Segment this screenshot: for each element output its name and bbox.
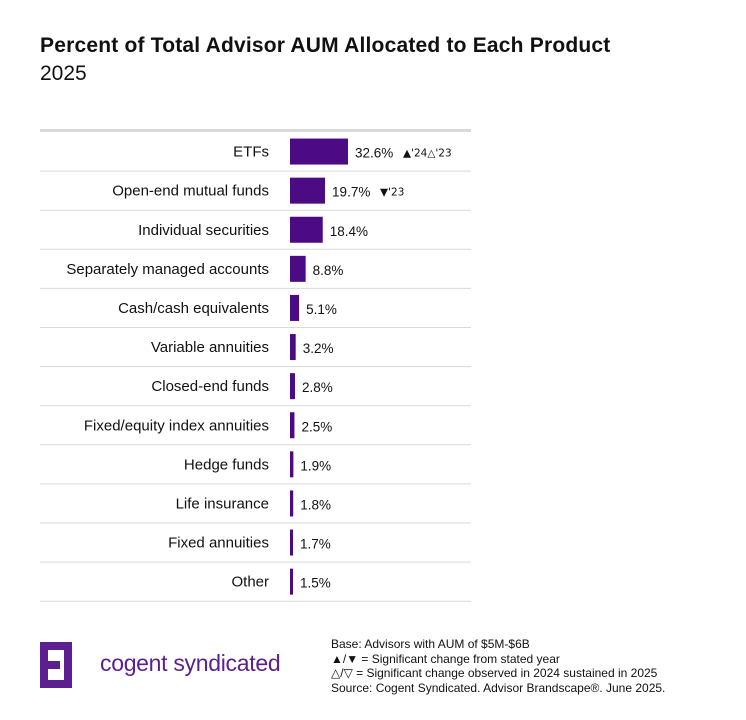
significance-label: ▲'24△'23 xyxy=(403,148,452,160)
bar-chart-svg: ETFs 32.6% ▲'24△'23 Open-end mutual funds 19… xyxy=(40,138,471,602)
value-label: 32.6% xyxy=(355,146,393,161)
category-label: Variable annuities xyxy=(151,339,269,356)
category-label: Open-end mutual funds xyxy=(112,183,269,200)
category-label: Fixed annuities xyxy=(168,535,269,552)
bar xyxy=(290,529,294,556)
value-label: 1.7% xyxy=(300,537,331,552)
bar xyxy=(290,177,326,204)
bar xyxy=(290,255,306,282)
brand-name: cogent syndicated xyxy=(100,650,281,676)
category-label: Separately managed accounts xyxy=(66,261,269,278)
significance-label: ▼'23 xyxy=(380,187,404,199)
value-label: 1.9% xyxy=(300,458,331,473)
bar xyxy=(290,138,348,165)
bar xyxy=(290,216,323,243)
bar xyxy=(290,294,300,321)
value-label: 1.5% xyxy=(300,576,331,591)
top-divider xyxy=(40,129,471,132)
chart-subtitle: 2025 xyxy=(40,62,87,85)
bar xyxy=(290,334,296,361)
chart-title: Percent of Total Advisor AUM Allocated t… xyxy=(40,34,611,57)
footnote-base: Base: Advisors with AUM of $5M-$6B xyxy=(331,637,530,651)
footnotes: Base: Advisors with AUM of $5M-$6B ▲/▼ =… xyxy=(331,637,665,695)
bar xyxy=(290,373,295,400)
value-label: 18.4% xyxy=(330,224,368,239)
value-label: 5.1% xyxy=(306,302,337,317)
category-label: Individual securities xyxy=(138,222,269,239)
bar xyxy=(290,568,293,595)
value-label: 8.8% xyxy=(313,263,344,278)
value-label: 2.8% xyxy=(302,380,333,395)
footnote-source: Source: Cogent Syndicated. Advisor Brand… xyxy=(331,680,666,695)
value-label: 1.8% xyxy=(300,497,331,512)
cogent-logo-icon xyxy=(40,642,72,688)
bar xyxy=(290,451,294,478)
category-label: Fixed/equity index annuities xyxy=(84,417,269,434)
value-label: 2.5% xyxy=(301,419,332,434)
category-label: Other xyxy=(231,574,269,591)
category-label: Closed-end funds xyxy=(151,378,269,395)
footnote-significance-year: ▲/▼ = Significant change from stated yea… xyxy=(331,651,560,666)
category-label: Cash/cash equivalents xyxy=(118,300,269,317)
category-label: ETFs xyxy=(233,144,269,161)
value-label: 3.2% xyxy=(303,341,334,356)
category-label: Life insurance xyxy=(176,495,269,512)
bar xyxy=(290,490,294,517)
footnote-significance-sustained: △/▽ = Significant change observed in 202… xyxy=(331,666,658,680)
bar xyxy=(290,412,295,439)
value-label: 19.7% xyxy=(332,185,370,200)
category-label: Hedge funds xyxy=(184,456,269,473)
